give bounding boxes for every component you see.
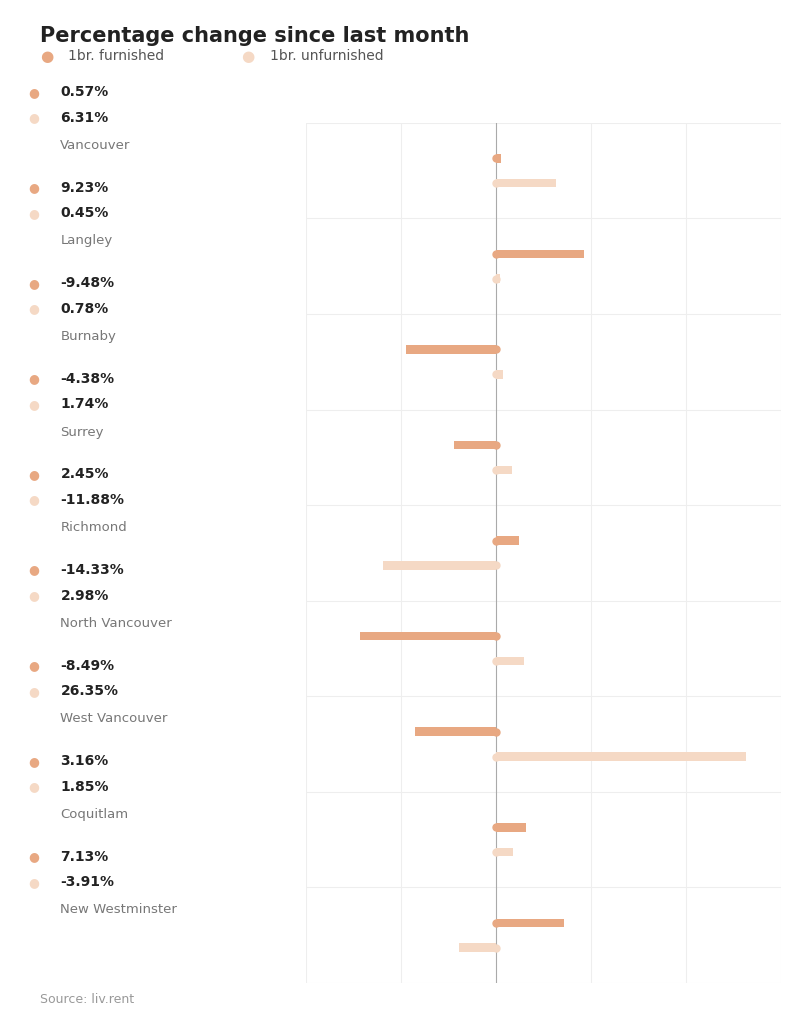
Text: 7.13%: 7.13% [60, 850, 109, 864]
Text: ●: ● [28, 207, 39, 220]
Bar [496, 919, 564, 927]
Bar [383, 561, 496, 569]
Text: Surrey: Surrey [60, 426, 104, 438]
Text: ●: ● [28, 494, 39, 507]
Bar [454, 440, 496, 450]
Bar [360, 632, 496, 640]
Text: ●: ● [28, 659, 39, 672]
Text: 0.78%: 0.78% [60, 302, 109, 316]
Text: 1br. unfurnished: 1br. unfurnished [270, 49, 383, 63]
Text: -11.88%: -11.88% [60, 493, 125, 507]
Bar [406, 345, 496, 353]
Text: North Vancouver: North Vancouver [60, 616, 172, 630]
Text: Langley: Langley [60, 234, 113, 248]
Text: Richmond: Richmond [60, 521, 127, 535]
Bar [496, 179, 555, 187]
Text: ●: ● [28, 302, 39, 315]
Text: 6.31%: 6.31% [60, 111, 109, 125]
Bar [496, 848, 514, 856]
Text: 26.35%: 26.35% [60, 684, 118, 698]
Bar [415, 727, 496, 736]
Text: -3.91%: -3.91% [60, 876, 114, 890]
Text: ●: ● [28, 755, 39, 768]
Text: ●: ● [40, 49, 53, 63]
Text: ●: ● [28, 876, 39, 889]
Text: New Westminster: New Westminster [60, 903, 177, 916]
Bar [496, 753, 746, 761]
Bar [496, 154, 502, 163]
Text: Source: liv.rent: Source: liv.rent [40, 992, 134, 1006]
Text: ●: ● [28, 850, 39, 863]
Text: ●: ● [28, 398, 39, 411]
Text: 9.23%: 9.23% [60, 180, 109, 195]
Bar [496, 466, 513, 474]
Text: ●: ● [28, 468, 39, 481]
Text: Coquitlam: Coquitlam [60, 808, 129, 821]
Text: -9.48%: -9.48% [60, 276, 114, 291]
Text: 1br. furnished: 1br. furnished [68, 49, 164, 63]
Text: Percentage change since last month: Percentage change since last month [40, 26, 469, 46]
Text: -14.33%: -14.33% [60, 563, 124, 578]
Text: ●: ● [28, 373, 39, 385]
Text: ●: ● [28, 112, 39, 124]
Text: 1.85%: 1.85% [60, 779, 109, 794]
Text: West Vancouver: West Vancouver [60, 713, 167, 725]
Text: Vancouver: Vancouver [60, 139, 130, 152]
Text: 0.45%: 0.45% [60, 206, 109, 220]
Bar [496, 250, 584, 258]
Text: ●: ● [28, 780, 39, 794]
Text: -4.38%: -4.38% [60, 372, 114, 386]
Text: ●: ● [28, 685, 39, 697]
Text: ●: ● [28, 86, 39, 98]
Text: ●: ● [28, 276, 39, 290]
Text: 1.74%: 1.74% [60, 397, 109, 412]
Bar [496, 370, 503, 379]
Text: 2.98%: 2.98% [60, 589, 109, 603]
Bar [459, 943, 496, 952]
Text: ●: ● [28, 589, 39, 602]
Text: 0.57%: 0.57% [60, 85, 109, 99]
Text: ●: ● [28, 181, 39, 195]
Bar [496, 656, 524, 666]
Bar [496, 537, 519, 545]
Text: 3.16%: 3.16% [60, 754, 109, 768]
Bar [496, 823, 526, 831]
Bar [496, 274, 500, 283]
Text: ●: ● [28, 563, 39, 577]
Text: ●: ● [242, 49, 254, 63]
Text: Burnaby: Burnaby [60, 330, 116, 343]
Text: 2.45%: 2.45% [60, 467, 109, 481]
Text: -8.49%: -8.49% [60, 658, 114, 673]
